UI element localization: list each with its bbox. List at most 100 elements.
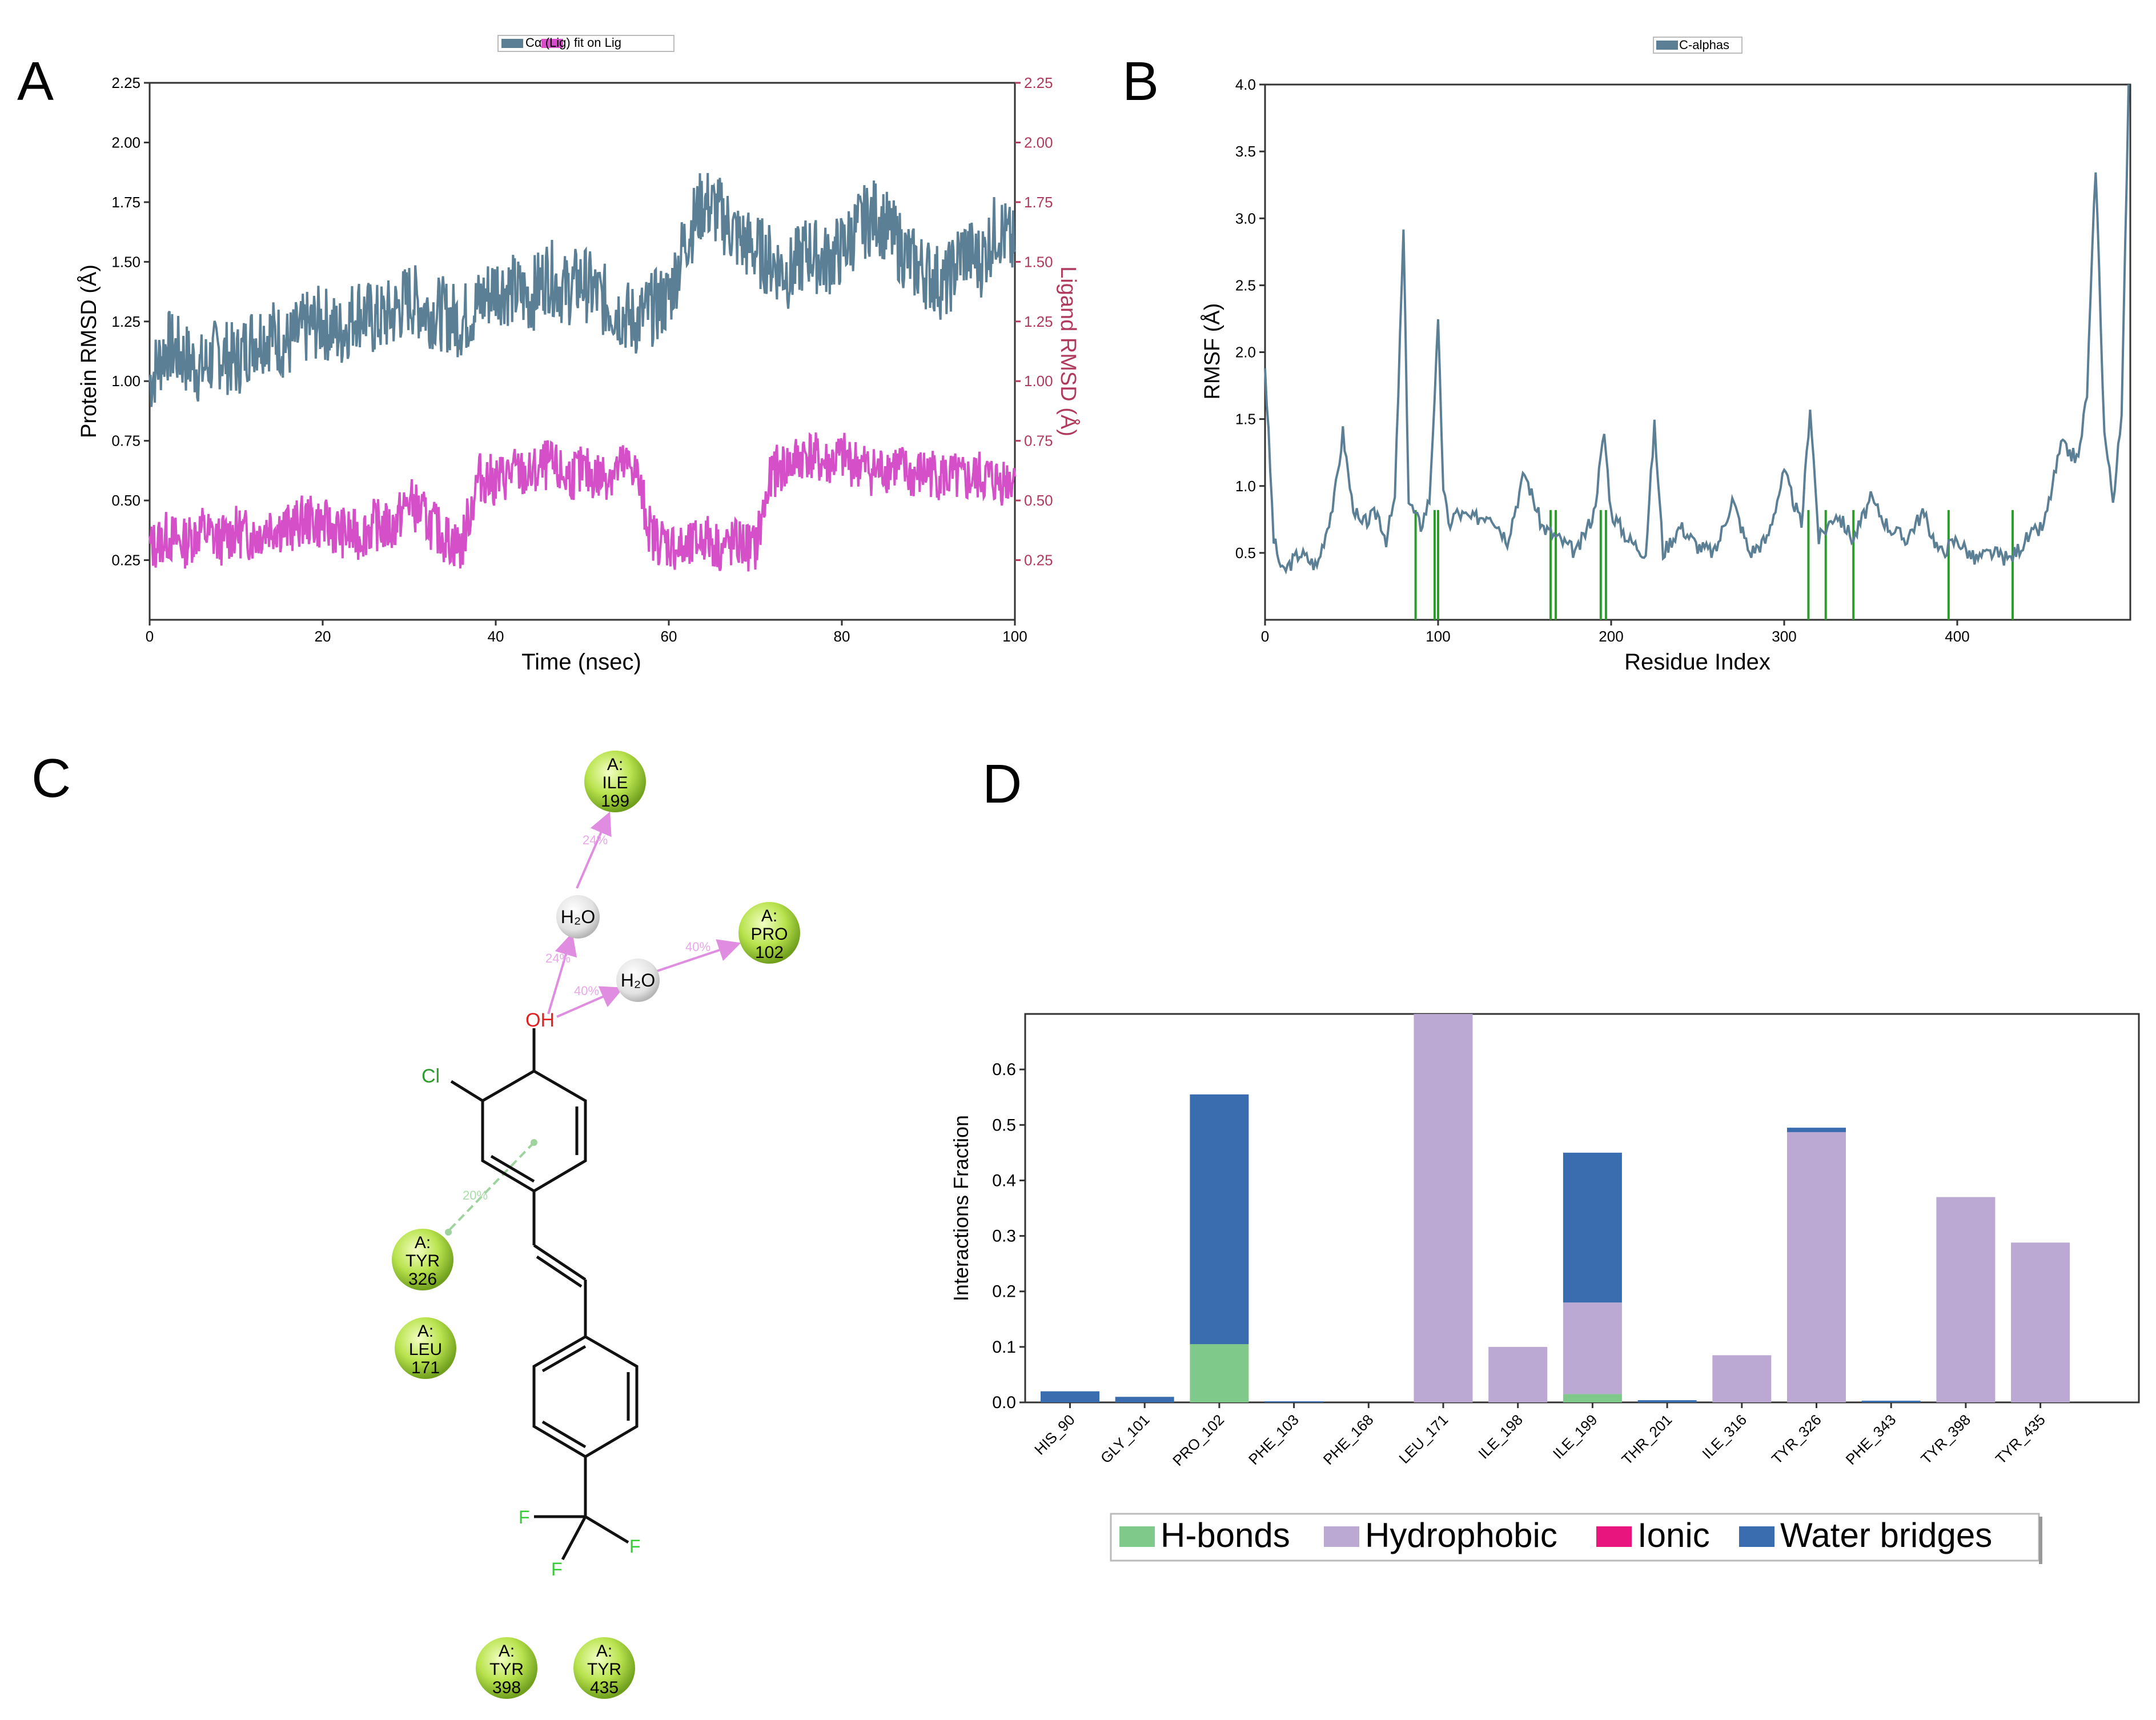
a-ytick-label: 0.25	[111, 552, 140, 569]
d-xtick-label: ILE_199	[1549, 1411, 1601, 1462]
legend-hydrophobic-label: Hydrophobic	[1365, 1516, 1557, 1554]
legend-hbond-swatch	[1119, 1526, 1155, 1547]
cl-label: Cl	[421, 1065, 440, 1087]
panel-a-legend: Cα (Lig) fit on Lig	[497, 35, 674, 52]
svg-text:H₂O: H₂O	[561, 907, 595, 927]
a-xtick-label: 20	[315, 628, 331, 645]
d-xtick-label: THR_201	[1618, 1411, 1675, 1468]
legend-ionic-label: Ionic	[1637, 1516, 1710, 1554]
b-ytick-label: 1.0	[1235, 478, 1256, 495]
oh-label: OH	[525, 1009, 555, 1031]
pi-stacking-line	[447, 1141, 535, 1232]
bar-leu_171-hydrophobic	[1414, 1014, 1473, 1402]
f-label-2: F	[629, 1536, 641, 1557]
water2-pro102-bond	[656, 939, 741, 972]
d-ytick-label: 0.2	[992, 1282, 1016, 1301]
d-xtick-label: PRO_102	[1169, 1411, 1227, 1469]
residue-chain: A:	[761, 907, 777, 925]
residue-name: TYR	[489, 1660, 524, 1679]
d-xtick-label: LEU_171	[1395, 1411, 1451, 1467]
panel-a-y-ticks: 0.25 0.50 0.75 1.00 1.25 1.50 1.75 2.00 2.25	[111, 74, 150, 569]
bar-tyr_326-hydrophobic	[1787, 1132, 1846, 1402]
residue-number: 102	[755, 943, 784, 962]
b-ytick-label: 2.0	[1235, 344, 1256, 361]
b-ytick-label: 4.0	[1235, 76, 1256, 93]
rmsf-line	[1264, 84, 2130, 575]
bar-tyr_435-hydrophobic	[2011, 1242, 2070, 1402]
d-xtick-label: HIS_90	[1031, 1411, 1078, 1458]
d-ytick-label: 0.1	[992, 1338, 1016, 1357]
panel-b-xlabel: Residue Index	[1624, 649, 1770, 675]
d-ytick-label: 0.5	[992, 1116, 1016, 1134]
b-xtick-label: 0	[1261, 628, 1269, 645]
panel-a-xlabel: Time (nsec)	[521, 649, 641, 675]
residue-name: PRO	[750, 925, 788, 944]
panel-a-frame	[148, 82, 1016, 621]
bar-phe_343-water-bridges	[1861, 1401, 1921, 1402]
b-xtick-label: 200	[1599, 628, 1623, 645]
pct-water1: 24%	[545, 951, 571, 965]
a-xtick-label: 100	[1002, 628, 1027, 645]
panel-b-y-ticks: 0.5 1.0 1.5 2.0 2.5 3.0 3.5 4.0	[1235, 76, 1265, 562]
ile199-water-bond	[576, 811, 612, 889]
oh-water2-bond	[556, 986, 624, 1018]
a-y2tick-label: 1.00	[1024, 372, 1053, 390]
residue-name: TYR	[587, 1660, 621, 1679]
d-xtick-label: TYR_398	[1917, 1411, 1974, 1468]
panel-a-x-ticks: 0 20 40 60 80 100	[146, 620, 1027, 645]
f-label-3: F	[551, 1559, 563, 1579]
a-xtick-label: 80	[834, 628, 850, 645]
residue-chain: A:	[417, 1322, 433, 1341]
bar-ile_198-hydrophobic	[1488, 1346, 1548, 1402]
panel-d-label: D	[982, 753, 1022, 815]
panel-b-legend: C-alphas	[1653, 37, 1743, 54]
bar-ile_199-water-bridges	[1563, 1152, 1622, 1303]
a-y2tick-label: 1.75	[1024, 194, 1053, 211]
residue-chain: A:	[596, 1642, 612, 1661]
a-xtick-label: 40	[488, 628, 504, 645]
a-y2tick-label: 0.25	[1024, 552, 1053, 569]
residue-name: TYR	[405, 1252, 440, 1270]
panel-b-ylabel: RMSF (Å)	[1199, 303, 1224, 400]
bar-his_90-water-bridges	[1041, 1391, 1099, 1402]
f-label-1: F	[519, 1507, 530, 1527]
residue-number: 435	[590, 1678, 619, 1697]
residue-number: 326	[408, 1270, 437, 1289]
residue-chain: A:	[499, 1642, 515, 1661]
residue-chain: A:	[415, 1233, 431, 1252]
d-xtick-label: TYR_326	[1768, 1411, 1825, 1468]
a-ytick-label: 1.75	[111, 194, 140, 211]
d-xtick-label: PHE_168	[1320, 1411, 1377, 1468]
panel-a-legend-text: Cα (Lig) fit on Lig	[525, 35, 621, 50]
panel-b-legend-text: C-alphas	[1679, 38, 1729, 52]
d-xtick-label: PHE_103	[1245, 1411, 1302, 1468]
b-xtick-label: 400	[1945, 628, 1969, 645]
residue-number: 171	[411, 1358, 440, 1377]
water-1: H₂O	[556, 895, 600, 939]
d-ytick-label: 0.6	[992, 1060, 1016, 1079]
b-ytick-label: 0.5	[1235, 544, 1256, 562]
a-y2tick-label: 2.25	[1024, 74, 1053, 91]
a-y2tick-label: 2.00	[1024, 134, 1053, 151]
panel-a-ylabel: Protein RMSD (Å)	[76, 264, 101, 438]
a-ytick-label: 1.25	[111, 313, 140, 330]
bar-pro_102-water-bridges	[1190, 1094, 1249, 1344]
panel-b-label: B	[1122, 51, 1159, 112]
protein-rmsd-line	[148, 173, 1016, 407]
a-y2tick-label: 0.75	[1024, 432, 1053, 450]
panel-d-x-ticks: HIS_90 GLY_101 PRO_102 PHE_103 PHE_168 LEU_17…	[1031, 1402, 2049, 1469]
bar-ile_199-hydrophobic	[1563, 1302, 1622, 1394]
panel-b-contact-lines	[1414, 510, 2014, 620]
bar-pro_102-h-bonds	[1190, 1344, 1249, 1402]
b-ytick-label: 3.0	[1235, 210, 1256, 227]
b-ytick-label: 2.5	[1235, 276, 1256, 294]
water-2: H₂O	[616, 959, 660, 1002]
legend-hydrophobic-swatch	[1324, 1526, 1359, 1547]
residue-nodes: A:ILE199A:PRO102A:TYR326A:LEU171A:TYR398…	[392, 751, 800, 1699]
